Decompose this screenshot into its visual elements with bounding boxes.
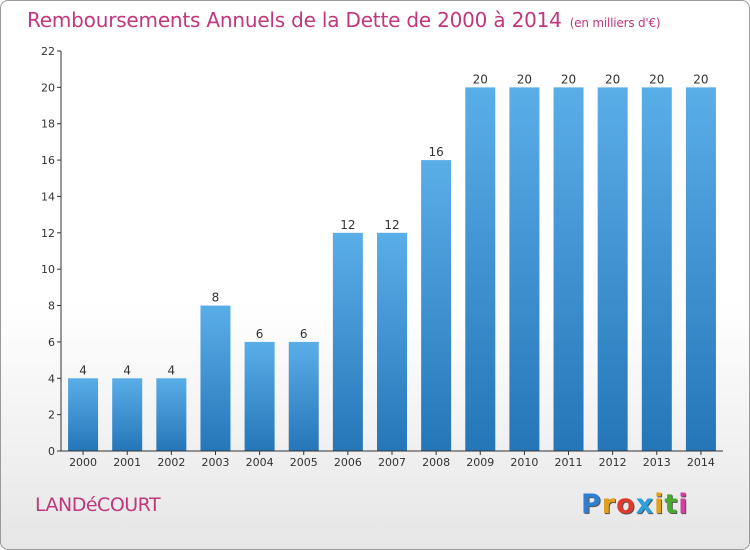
y-tick-label: 12 [41, 227, 55, 240]
bar-value-label: 4 [168, 363, 176, 377]
bar [377, 232, 407, 451]
logo-letter: r [601, 489, 617, 520]
bar-value-label: 20 [693, 72, 708, 86]
x-tick-label: 2014 [687, 456, 715, 469]
bar-value-label: 6 [256, 327, 264, 341]
y-tick-label: 16 [41, 154, 55, 167]
x-tick-label: 2002 [157, 456, 185, 469]
bar-value-label: 20 [649, 72, 664, 86]
y-tick-label: 18 [41, 118, 55, 131]
x-tick-label: 2004 [246, 456, 274, 469]
y-axis: 0 2 4 6 8 10 12 14 16 18 20 22 [41, 45, 62, 458]
logo-letter: t [664, 489, 679, 520]
x-tick-label: 2000 [69, 456, 97, 469]
bar-value-label: 20 [605, 72, 620, 86]
y-tick-label: 2 [48, 409, 55, 422]
x-tick-label: 2009 [466, 456, 494, 469]
x-tick-label: 2005 [290, 456, 318, 469]
bar [421, 160, 452, 451]
y-tick-label: 4 [48, 372, 55, 385]
chart-title: Remboursements Annuels de la Dette de 20… [27, 8, 661, 32]
bar [465, 87, 496, 451]
bar [244, 341, 275, 451]
y-tick-label: 10 [41, 263, 55, 276]
proxiti-logo: Proxiti [581, 489, 689, 520]
y-tick-label: 0 [48, 445, 55, 458]
x-tick-label: 2007 [378, 456, 406, 469]
bar [685, 87, 716, 451]
bar [509, 87, 540, 451]
bar-value-label: 20 [517, 72, 532, 86]
bar-value-label: 16 [428, 145, 443, 159]
y-tick-label: 22 [41, 45, 55, 58]
bar-value-label: 4 [123, 363, 131, 377]
bar [200, 305, 231, 451]
bar [553, 87, 584, 451]
bar [597, 87, 628, 451]
bar [156, 378, 187, 451]
bar-value-label: 12 [384, 218, 399, 232]
bar [288, 341, 319, 451]
y-tick-label: 6 [48, 336, 55, 349]
chart-title-text: Remboursements Annuels de la Dette de 20… [27, 8, 562, 32]
bars: 4 4 4 8 6 6 12 12 16 20 20 20 20 20 20 [68, 72, 716, 451]
bar-value-label: 12 [340, 218, 355, 232]
chart-unit: (en milliers d'€) [569, 16, 661, 30]
bar-value-label: 20 [473, 72, 488, 86]
commune-name: LANDéCOURT [35, 494, 161, 516]
bar [641, 87, 672, 451]
bar [112, 378, 143, 451]
bar-value-label: 8 [212, 291, 220, 305]
bar-value-label: 6 [300, 327, 308, 341]
x-axis: 2000 2001 2002 2003 2004 2005 2006 2007 2008 2009… [61, 450, 723, 469]
x-tick-label: 2003 [201, 456, 229, 469]
logo-letter: P [581, 489, 602, 520]
x-tick-label: 2012 [599, 456, 627, 469]
logo-letter: o [616, 489, 636, 520]
x-tick-label: 2011 [555, 456, 583, 469]
x-tick-label: 2001 [113, 456, 141, 469]
y-tick-label: 20 [41, 81, 55, 94]
bar-value-label: 4 [79, 363, 87, 377]
bar-value-label: 20 [561, 72, 576, 86]
y-tick-label: 14 [41, 190, 55, 203]
bar [332, 232, 363, 451]
logo-letter: x [635, 489, 655, 520]
x-tick-label: 2010 [510, 456, 538, 469]
y-tick-label: 8 [48, 300, 55, 313]
x-tick-label: 2013 [643, 456, 671, 469]
x-tick-label: 2008 [422, 456, 450, 469]
logo-letter: i [654, 489, 665, 520]
bar [68, 378, 99, 451]
x-tick-label: 2006 [334, 456, 362, 469]
logo-letter: i [678, 489, 689, 520]
